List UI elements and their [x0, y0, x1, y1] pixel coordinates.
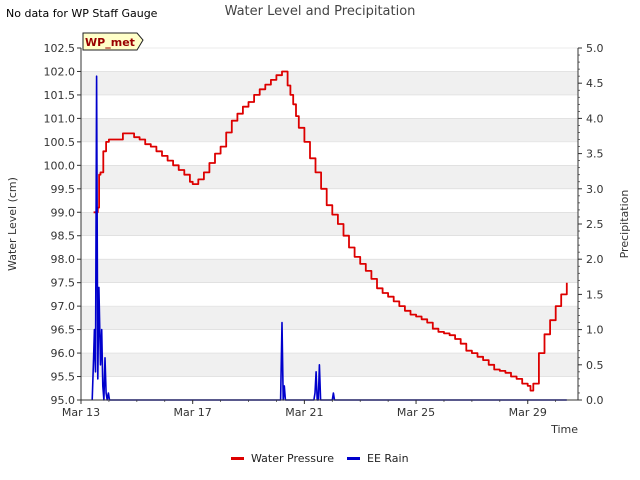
y-tick-label: 101.5 [44, 89, 76, 102]
y2-tick-label: 3.0 [586, 183, 604, 196]
y2-tick-label: 2.5 [586, 218, 604, 231]
legend: Water Pressure EE Rain [0, 452, 640, 470]
y-tick-label: 101.0 [44, 112, 76, 125]
y2-tick-label: 1.0 [586, 324, 604, 337]
legend-swatch-ee-rain [347, 457, 360, 460]
grid-band [81, 306, 578, 330]
y-tick-label: 95.5 [51, 371, 76, 384]
legend-item-water-pressure: Water Pressure [231, 452, 334, 465]
x-tick-label: Mar 13 [62, 406, 100, 419]
legend-item-ee-rain: EE Rain [347, 452, 409, 465]
station-label-background [82, 32, 144, 51]
y2-tick-label: 0.0 [586, 394, 604, 407]
y-tick-label: 96.0 [51, 347, 76, 360]
chart-title: Water Level and Precipitation [225, 4, 416, 19]
legend-label-water-pressure: Water Pressure [251, 452, 334, 465]
y2-tick-label: 0.5 [586, 359, 604, 372]
y2-tick-label: 4.5 [586, 77, 604, 90]
y-tick-label: 95.0 [51, 394, 76, 407]
y-tick-label: 99.5 [51, 183, 76, 196]
no-data-note: No data for WP Staff Gauge [6, 7, 158, 20]
grid-band [81, 259, 578, 283]
grid-band [81, 118, 578, 142]
station-label-box: WP_met [82, 32, 144, 51]
grid-band [81, 71, 578, 95]
y-tick-label: 102.5 [44, 42, 76, 55]
y-tick-label: 98.0 [51, 253, 76, 266]
x-tick-label: Mar 29 [509, 406, 547, 419]
y-tick-label: 100.5 [44, 136, 76, 149]
axis-ticks: 95.0 95.5 96.0 96.5 97.0 97.5 98.0 98.5 99.0 99.5… [44, 42, 604, 419]
y2-tick-label: 2.0 [586, 253, 604, 266]
x-tick-label: Mar 17 [174, 406, 212, 419]
grid-band [81, 353, 578, 377]
y2-axis-label: Precipitation [618, 190, 631, 259]
legend-swatch-water-pressure [231, 457, 244, 460]
y2-tick-label: 5.0 [586, 42, 604, 55]
grid-band [81, 165, 578, 189]
x-tick-label: Mar 25 [397, 406, 435, 419]
y-tick-label: 98.5 [51, 230, 76, 243]
legend-label-ee-rain: EE Rain [367, 452, 409, 465]
y-tick-label: 97.0 [51, 300, 76, 313]
grid-lines [81, 47, 578, 401]
grid-band [81, 212, 578, 236]
series-line-water-pressure [93, 70, 568, 392]
y2-tick-label: 1.5 [586, 288, 604, 301]
station-label: WP_met [85, 36, 135, 49]
y-tick-label: 97.5 [51, 277, 76, 290]
y-tick-label: 99.0 [51, 206, 76, 219]
y2-tick-label: 4.0 [586, 112, 604, 125]
y-tick-label: 100.0 [44, 159, 76, 172]
y2-tick-label: 3.5 [586, 148, 604, 161]
x-tick-label: Mar 21 [285, 406, 323, 419]
y-axis-label: Water Level (cm) [6, 177, 19, 271]
y-tick-label: 102.0 [44, 65, 76, 78]
grid-bands [81, 71, 578, 377]
x-axis-label: Time [550, 423, 578, 436]
y-tick-label: 96.5 [51, 324, 76, 337]
